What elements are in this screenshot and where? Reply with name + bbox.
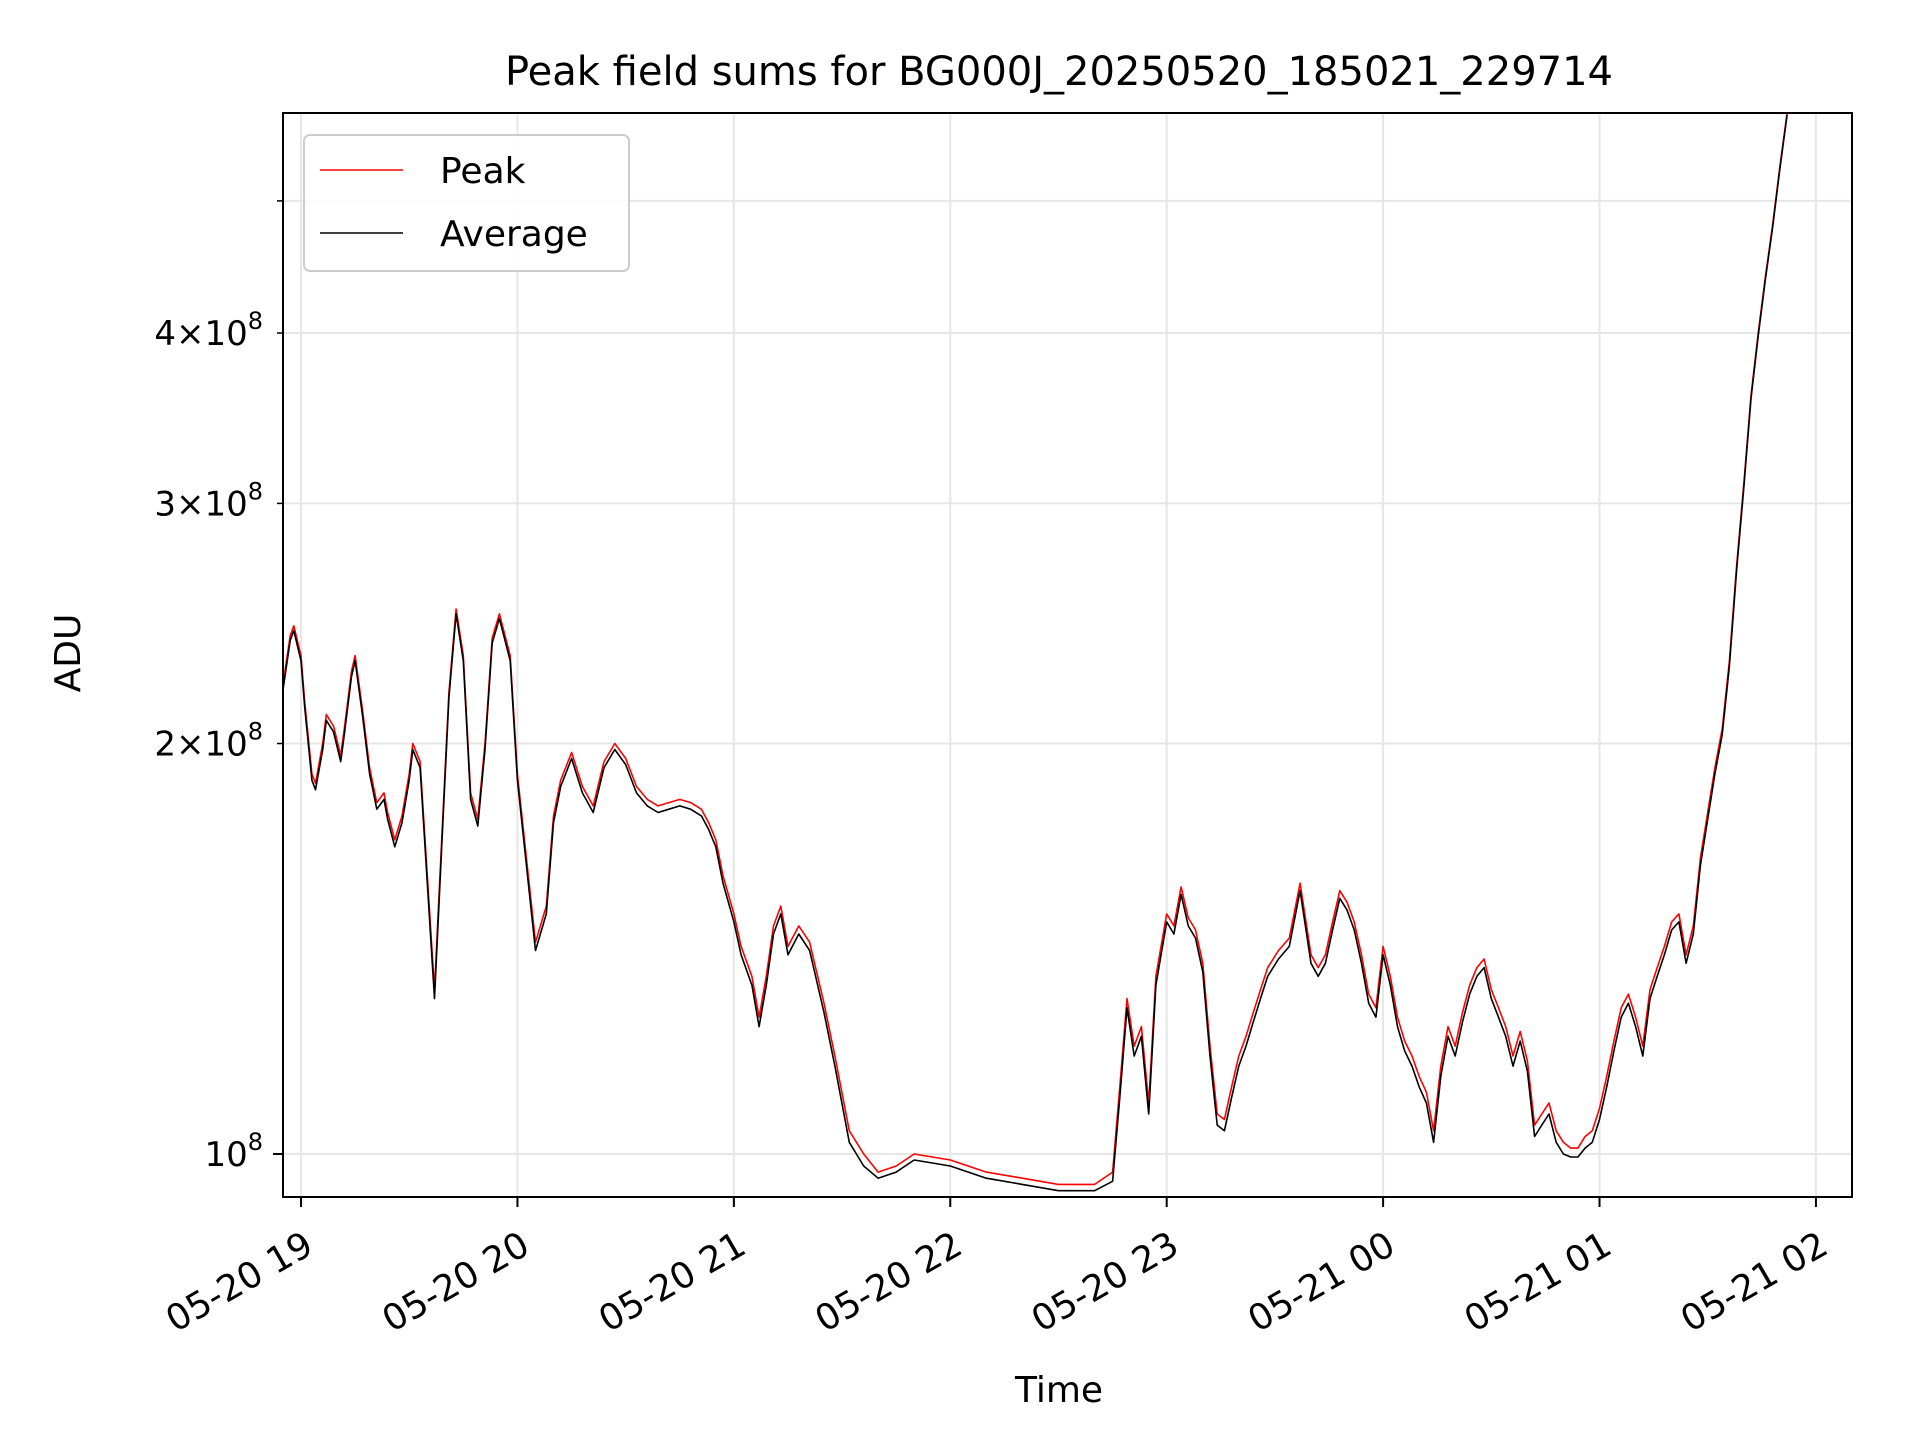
plot-frame <box>282 112 1853 1198</box>
y-axis-ticks: 108 2×108 3×108 4×108 <box>154 200 283 1175</box>
y-tick-label: 2×108 <box>154 718 263 765</box>
series-line-average <box>283 114 1788 1192</box>
grid <box>283 113 1852 1197</box>
legend: Peak Average <box>303 134 630 272</box>
legend-label-average: Average <box>440 214 588 255</box>
y-tick-label: 108 <box>204 1128 263 1175</box>
y-tick-label: 3×108 <box>154 477 263 524</box>
chart-title: Peak field sums for BG000J_20250520_1850… <box>505 49 1613 95</box>
legend-label-peak: Peak <box>440 151 526 192</box>
x-axis-label: Time <box>1014 1370 1103 1411</box>
series-layer <box>283 113 1788 1192</box>
y-tick-label: 4×108 <box>154 307 263 354</box>
y-axis-label: ADU <box>48 614 89 693</box>
legend-box <box>303 134 630 272</box>
